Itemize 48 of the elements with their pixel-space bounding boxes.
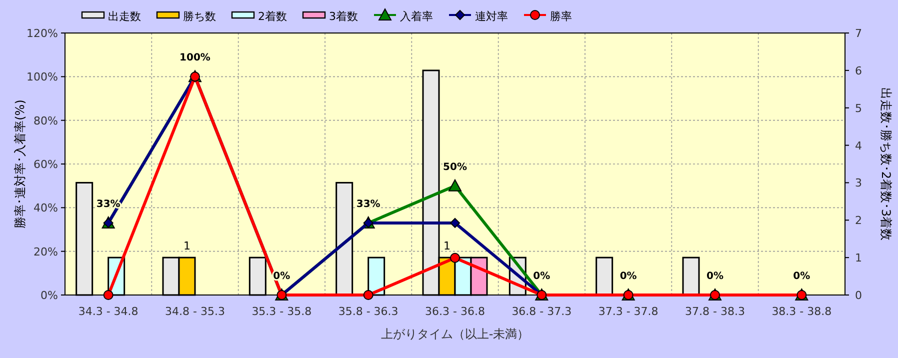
x-tick-label: 37.8 - 38.3 <box>685 305 745 318</box>
y2-tick-label: 0 <box>855 289 862 302</box>
legend-label: 出走数 <box>108 10 141 23</box>
y-tick-label: 20% <box>34 245 58 258</box>
data-label: 0% <box>706 271 724 282</box>
legend-label: 勝ち数 <box>183 10 216 23</box>
y2-tick-label: 3 <box>855 176 862 190</box>
data-label: 0% <box>793 271 810 282</box>
data-label: 1 <box>444 240 450 253</box>
y2-tick-label: 4 <box>855 139 862 152</box>
y2-tick-label: 7 <box>855 27 862 40</box>
y2-tick-label: 2 <box>855 214 862 228</box>
x-tick-label: 35.3 - 35.8 <box>252 305 312 318</box>
point <box>448 179 462 192</box>
x-tick-label: 38.3 - 38.8 <box>772 305 832 318</box>
point <box>450 252 460 263</box>
y2-axis-title: 出走数･勝ち数･2着数･3着数 <box>879 87 893 241</box>
x-tick-label: 37.3 - 37.8 <box>598 305 658 318</box>
y-tick-label: 100% <box>26 70 58 84</box>
y-tick-label: 60% <box>34 158 58 171</box>
legend-label: 連対率 <box>475 10 508 23</box>
data-label: 1 <box>184 240 190 253</box>
y-tick-label: 80% <box>34 114 58 128</box>
legend-label: 勝率 <box>550 10 572 23</box>
point <box>103 290 114 300</box>
y2-tick-label: 5 <box>855 102 862 115</box>
y-tick-label: 120% <box>26 27 58 40</box>
x-tick-label: 36.8 - 37.3 <box>512 305 572 318</box>
legend-label: 入着率 <box>400 10 433 23</box>
y-tick-label: 0% <box>40 289 58 302</box>
x-axis-title: 上がりタイム（以上-未満） <box>380 327 530 341</box>
data-label: 33% <box>356 198 380 210</box>
data-label: 0% <box>620 271 637 282</box>
x-tick-label: 34.3 - 34.8 <box>78 305 138 318</box>
x-tick-label: 36.3 - 36.8 <box>425 305 485 318</box>
y2-tick-label: 6 <box>855 64 862 78</box>
x-tick-label: 34.8 - 35.3 <box>165 305 225 318</box>
y-tick-label: 40% <box>34 202 58 215</box>
data-label: 100% <box>180 52 210 64</box>
point <box>363 290 374 300</box>
y2-tick-label: 1 <box>855 252 862 265</box>
data-label: 50% <box>443 162 467 173</box>
legend-label: 2着数 <box>258 10 287 23</box>
point <box>450 218 460 228</box>
data-label: 0% <box>533 271 550 282</box>
legend-label: 3着数 <box>329 10 358 23</box>
x-tick-label: 35.8 - 36.3 <box>338 305 398 318</box>
y-axis-title: 勝率･連対率･入着率(%) <box>13 100 27 228</box>
